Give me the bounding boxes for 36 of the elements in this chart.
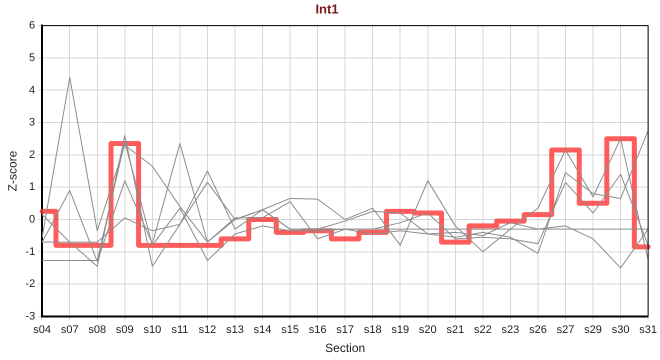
x-tick-label: s10	[143, 324, 162, 336]
x-tick-label: s07	[60, 324, 79, 336]
x-tick-label: s30	[612, 324, 630, 336]
y-tick-label: 5	[29, 52, 36, 64]
y-tick-label: -1	[25, 246, 36, 258]
x-tick-label: s18	[364, 324, 382, 336]
x-tick-label: s22	[474, 324, 492, 336]
x-tick-label: s17	[336, 324, 354, 336]
x-tick-label: s09	[116, 324, 134, 336]
x-tick-label: s19	[391, 324, 410, 336]
y-tick-label: 2	[29, 148, 36, 161]
x-tick-label: s31	[639, 324, 658, 336]
x-tick-label: s29	[584, 324, 602, 336]
x-tick-label: s26	[529, 324, 547, 336]
x-tick-label: s14	[254, 324, 272, 336]
y-tick-label: 1	[29, 181, 36, 194]
x-tick-label: s27	[556, 324, 574, 336]
x-tick-label: s16	[308, 324, 326, 336]
x-tick-label: s20	[418, 324, 437, 336]
x-tick-label: s23	[502, 324, 520, 336]
x-tick-label: s15	[281, 324, 299, 336]
y-tick-label: 4	[29, 84, 36, 96]
chart-title: Int1	[315, 1, 339, 16]
y-tick-label: -2	[25, 278, 36, 290]
x-tick-label: s11	[171, 324, 188, 336]
y-tick-label: -3	[25, 310, 36, 322]
x-tick-label: s04	[33, 324, 52, 336]
y-tick-label: 0	[29, 214, 36, 226]
x-tick-label: s21	[446, 324, 464, 336]
x-tick-label: s08	[88, 324, 106, 336]
y-axis-title: Z-score	[6, 150, 20, 192]
y-tick-label: 6	[29, 20, 36, 32]
x-tick-label: s12	[198, 324, 216, 336]
y-tick-label: 3	[29, 116, 36, 129]
x-axis-title: Section	[325, 341, 366, 356]
x-tick-label: s13	[226, 324, 244, 336]
